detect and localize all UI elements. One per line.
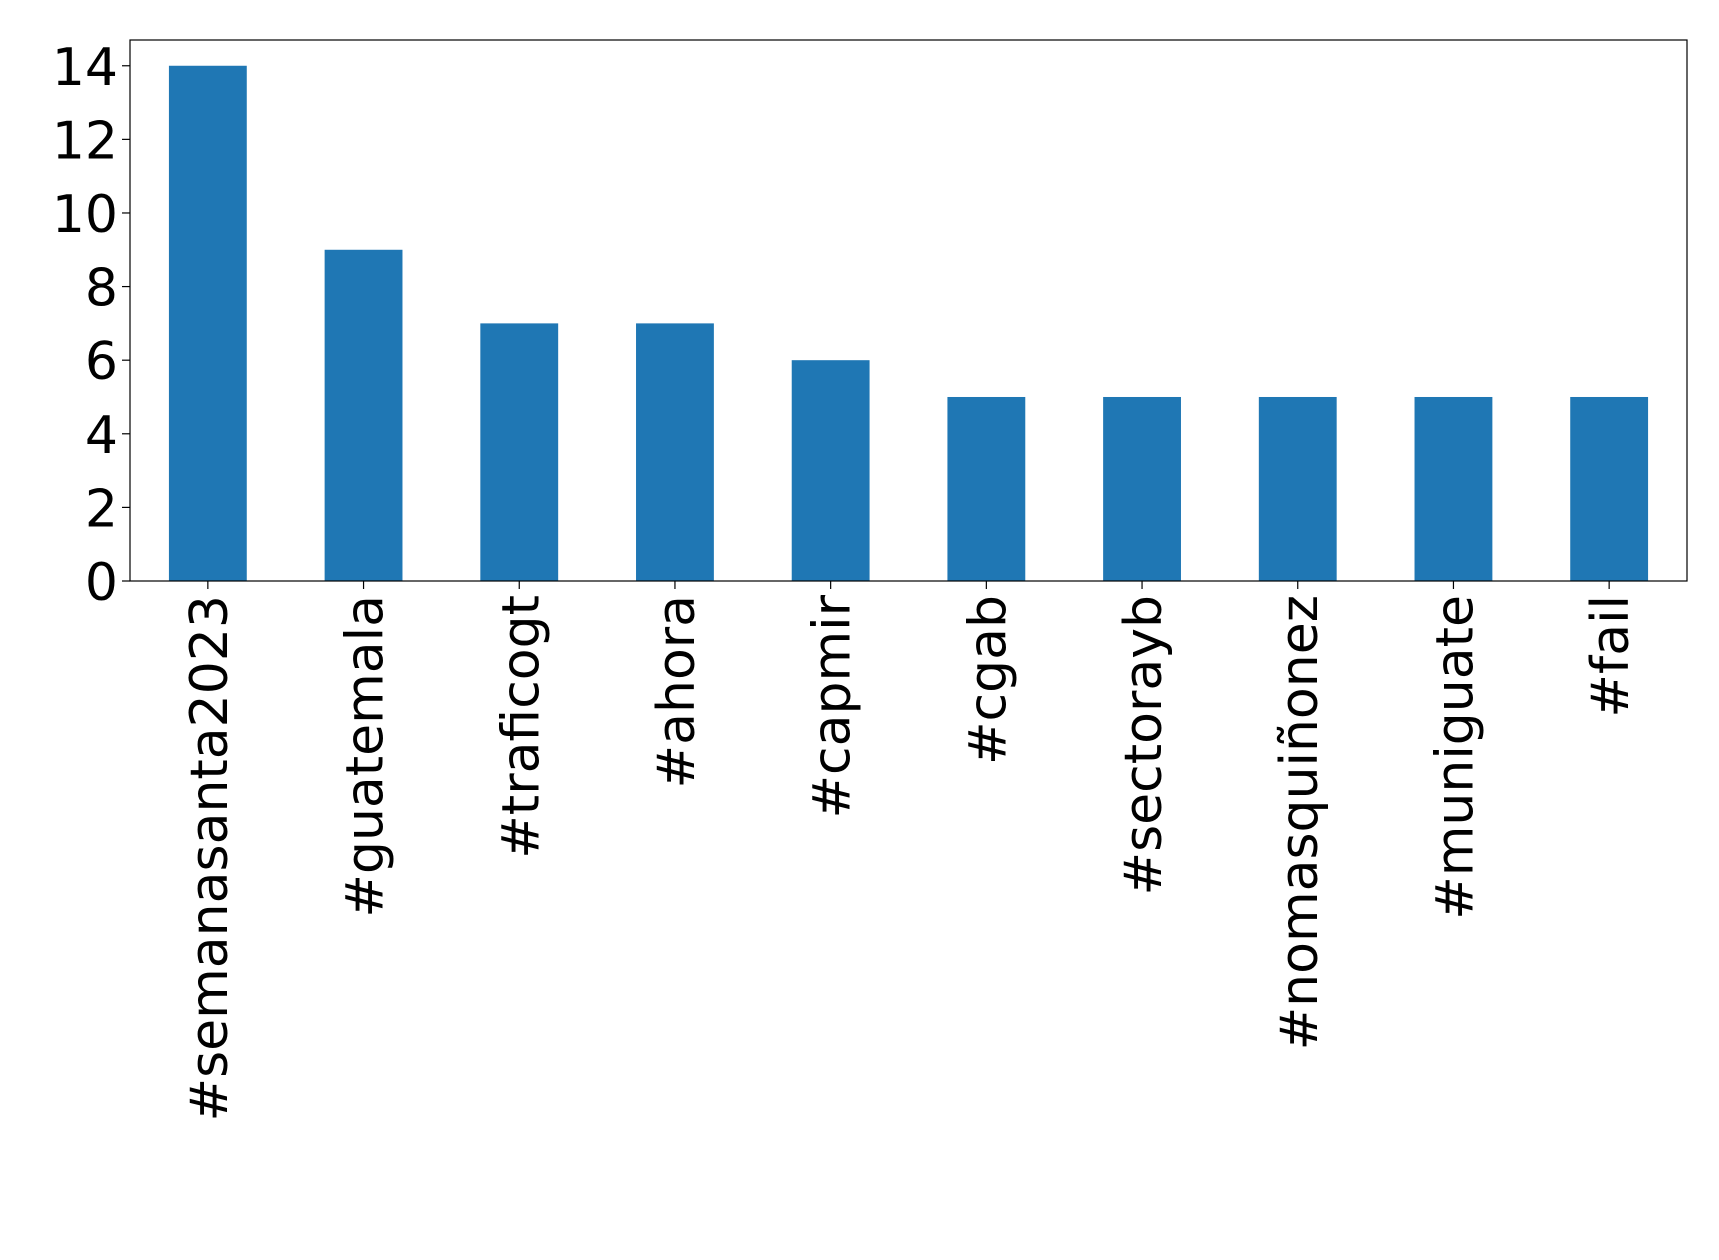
x-tick-label: #capmir: [803, 594, 863, 818]
bar: [1103, 396, 1181, 581]
x-tick-label: #muniguate: [1425, 595, 1485, 920]
bar: [1258, 396, 1337, 581]
bar: [480, 323, 559, 581]
bar: [947, 396, 1026, 581]
bar: [1414, 396, 1493, 581]
y-tick-label: 10: [52, 185, 118, 245]
y-tick-label: 12: [52, 111, 118, 171]
bar: [324, 249, 403, 581]
bar: [636, 323, 714, 581]
x-tick-label: #cgab: [958, 595, 1018, 765]
x-tick-label: #semanasanta2023: [180, 595, 240, 1122]
y-tick-label: 8: [85, 259, 118, 319]
x-tick-label: #sectorayb: [1114, 595, 1174, 895]
bar: [1570, 396, 1649, 581]
plot-frame: [129, 39, 1688, 582]
y-tick-label: 14: [52, 38, 118, 98]
x-tick-label: #ahora: [647, 595, 707, 788]
y-tick-label: 2: [85, 479, 118, 539]
x-tick-label: #guatemala: [336, 595, 396, 918]
x-tick-label: #fail: [1581, 595, 1641, 718]
bar: [168, 65, 247, 581]
y-tick-label: 4: [85, 406, 118, 466]
x-tick-label: #traficogt: [491, 595, 551, 859]
y-tick-label: 6: [85, 332, 118, 392]
x-tick-label: #nomasquiñonez: [1270, 595, 1330, 1050]
y-tick-label: 0: [85, 553, 118, 613]
bar: [791, 360, 870, 581]
